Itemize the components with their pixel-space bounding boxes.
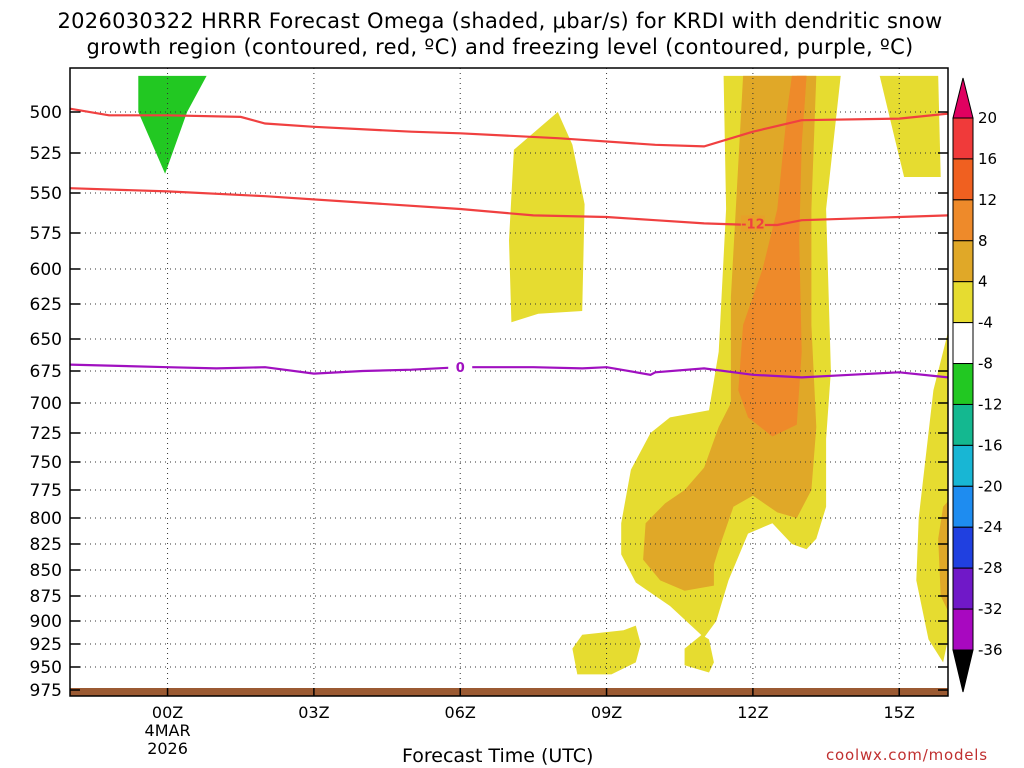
title-line-2: growth region (contoured, red, ºC) and f… [86, 35, 914, 59]
omega-region-6 [684, 634, 714, 673]
omega-region-5 [572, 625, 641, 675]
y-tick-label-950: 950 [30, 658, 62, 678]
x-tick-year-00Z: 2026 [147, 739, 188, 758]
omega-region-10 [796, 75, 807, 129]
y-tick-label-775: 775 [30, 481, 62, 501]
y-tick-label-850: 850 [30, 561, 62, 581]
y-axis: 500 525 550 575 600 625 650 675 700 725 750 775 800 8… [30, 103, 948, 701]
y-tick-label-725: 725 [30, 424, 62, 444]
colorbar-box-3 [952, 240, 974, 283]
x-axis-label: Forecast Time (UTC) [402, 745, 594, 767]
colorbar-box-5 [952, 322, 974, 365]
contour-line-0 [69, 107, 949, 148]
y-tick-label-700: 700 [30, 394, 62, 414]
y-tick-label-750: 750 [30, 453, 62, 473]
omega-region-0 [138, 75, 207, 174]
omega-region-4 [916, 332, 948, 663]
omega-region-9 [738, 75, 807, 437]
colorbar-tick-label--4: -4 [978, 314, 993, 332]
colorbar-tick-label-8: 8 [978, 232, 988, 250]
x-tick-label-15Z: 15Z [884, 703, 915, 722]
credit-text: coolwx.com/models [826, 746, 988, 764]
y-tick-label-525: 525 [30, 144, 62, 164]
y-tick-label-875: 875 [30, 587, 62, 607]
omega-shading-layer [138, 75, 948, 675]
x-tick-label-00Z: 00Z [152, 703, 183, 722]
colorbar-tick-label-12: 12 [978, 191, 997, 209]
y-tick-label-925: 925 [30, 635, 62, 655]
colorbar-box-12 [952, 608, 974, 651]
x-tick-label-09Z: 09Z [591, 703, 622, 722]
colorbar-tick-label--8: -8 [978, 355, 993, 373]
y-tick-label-650: 650 [30, 330, 62, 350]
colorbar-box-0 [952, 117, 974, 160]
colorbar-box-4 [952, 281, 974, 324]
colorbar-tick-label--36: -36 [978, 641, 1003, 659]
title-line-1: 2026030322 HRRR Forecast Omega (shaded, … [57, 9, 943, 33]
omega-region-7 [643, 75, 817, 591]
chart-title: 2026030322 HRRR Forecast Omega (shaded, … [0, 8, 1000, 60]
y-tick-label-600: 600 [30, 260, 62, 280]
y-tick-label-825: 825 [30, 535, 62, 555]
y-tick-label-675: 675 [30, 362, 62, 382]
colorbar-tick-label--32: -32 [978, 600, 1003, 618]
contour-line-1 [69, 187, 949, 227]
surface-ground-bar [70, 688, 948, 696]
omega-region-1 [509, 112, 585, 323]
plot-frame [69, 67, 949, 697]
colorbar-box-2 [952, 199, 974, 242]
contour-label-1: -12 [741, 217, 765, 232]
colorbar-bottom-arrow [952, 649, 974, 693]
colorbar-tick-label--20: -20 [978, 477, 1003, 495]
x-tick-date-00Z: 4MAR [145, 721, 191, 740]
contour-label-bg-1 [740, 215, 765, 232]
colorbar-tick-label-4: 4 [978, 273, 988, 291]
colorbar-box-7 [952, 403, 974, 446]
colorbar-box-8 [952, 444, 974, 487]
contour-label-bg-2 [448, 359, 473, 376]
x-tick-label-12Z: 12Z [737, 703, 768, 722]
y-tick-label-500: 500 [30, 103, 62, 123]
colorbar-tick-label--16: -16 [978, 436, 1003, 454]
colorbar-box-11 [952, 567, 974, 610]
contour-label-2: 0 [456, 361, 465, 376]
y-tick-label-900: 900 [30, 612, 62, 632]
colorbar-tick-label-20: 20 [978, 109, 997, 127]
x-tick-label-06Z: 06Z [445, 703, 476, 722]
colorbar-box-9 [952, 485, 974, 528]
y-tick-label-800: 800 [30, 509, 62, 529]
x-tick-label-03Z: 03Z [298, 703, 329, 722]
contour-layer: -12 0 [69, 107, 949, 379]
y-tick-label-550: 550 [30, 184, 62, 204]
y-tick-label-575: 575 [30, 224, 62, 244]
colorbar-tick-label--12: -12 [978, 395, 1003, 413]
colorbar-top-arrow [952, 77, 974, 119]
colorbar-box-6 [952, 363, 974, 405]
y-tick-label-975: 975 [30, 681, 62, 701]
omega-region-3 [879, 75, 941, 177]
contour-line-2 [69, 363, 949, 379]
colorbar-tick-label-16: 16 [978, 150, 997, 168]
colorbar: 20 16 12 8 4 -4 -8 -12 -16 -20 -24 -28 -32 -36 [952, 77, 1003, 693]
colorbar-tick-label--24: -24 [978, 518, 1003, 536]
colorbar-box-1 [952, 158, 974, 201]
omega-region-8 [938, 501, 948, 611]
y-tick-label-625: 625 [30, 295, 62, 315]
colorbar-box-10 [952, 526, 974, 569]
colorbar-tick-label--28: -28 [978, 559, 1003, 577]
